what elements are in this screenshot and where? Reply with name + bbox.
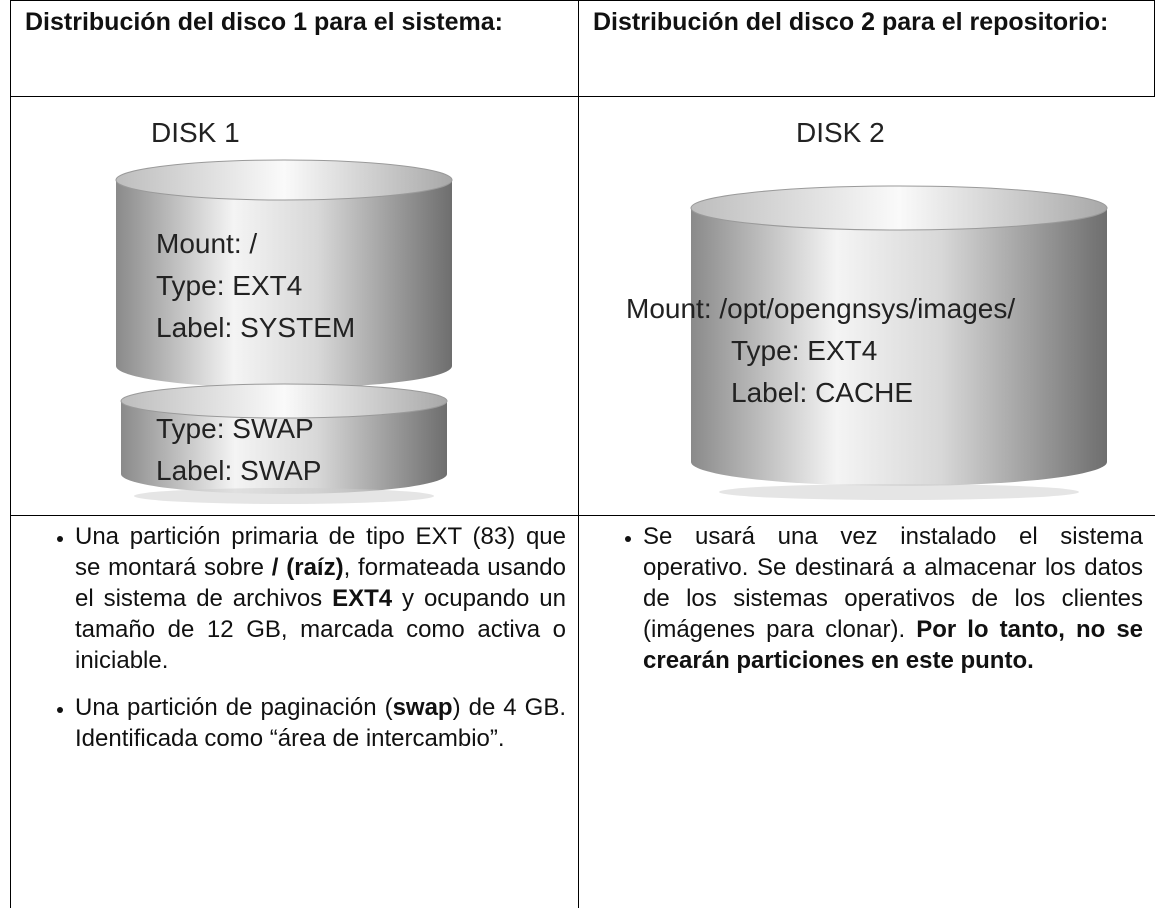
text: y ocupando un tamaño de 12 GB, marcada c… <box>75 585 573 674</box>
bullet-item: Una partición de paginación (swap) de 4 … <box>75 692 566 754</box>
bullet-list: Se usará una vez instalado el sistema op… <box>579 515 1155 676</box>
shadow <box>719 484 1079 500</box>
partition-label: Type: EXT4 <box>731 335 877 366</box>
cylinder-top <box>115 159 453 201</box>
bold-text: EXT4 <box>332 585 393 612</box>
image-cell: DISK 1 Mount: / Type: EXT4 Label: SYSTEM… <box>10 96 578 516</box>
text: Se usará una vez instalado el sistema op… <box>643 523 1150 643</box>
partition-label: Mount: / <box>156 228 257 259</box>
header-cell: Distribución del disco 1 para el sistema… <box>10 0 578 97</box>
bullet-item: Se usará una vez instalado el sistema op… <box>643 521 1143 676</box>
partition-label: Type: EXT4 <box>156 270 302 301</box>
bold-text: Por lo tanto, no se crearán particiones … <box>643 616 1150 674</box>
disk-title: DISK 2 <box>796 117 885 148</box>
partition-label: Label: SYSTEM <box>156 312 355 343</box>
partition-label: Label: SWAP <box>156 455 321 486</box>
header-cell: Distribución del disco 2 para el reposit… <box>578 0 1155 97</box>
bold-text: / (raíz) <box>271 554 344 581</box>
partition-label: Type: SWAP <box>156 413 314 444</box>
disk-title: DISK 1 <box>151 117 240 148</box>
bold-text: swap <box>392 694 453 721</box>
cylinder-top <box>690 185 1108 231</box>
notes-cell: Una partición primaria de tipo EXT (83) … <box>10 515 578 908</box>
cylinder <box>116 180 452 388</box>
text: , formateada usando el sistema de archiv… <box>75 554 573 612</box>
text: Una partición de paginación ( <box>75 694 393 721</box>
cylinder <box>121 401 447 494</box>
cylinder-top <box>120 383 448 419</box>
text: Una partición primaria de tipo EXT (83) … <box>75 523 573 581</box>
partition-label: Mount: /opt/opengnsys/images/ <box>626 293 1015 324</box>
notes-cell: Se usará una vez instalado el sistema op… <box>578 515 1155 908</box>
shadow <box>134 488 434 504</box>
text: ) de 4 GB. Identificada como “área de in… <box>75 694 580 752</box>
bullet-list: Una partición primaria de tipo EXT (83) … <box>11 515 578 754</box>
cylinder <box>691 208 1107 486</box>
bullet-item: Una partición primaria de tipo EXT (83) … <box>75 521 566 676</box>
image-cell: DISK 2 Mount: /opt/opengnsys/images/ Typ… <box>578 96 1155 516</box>
partition-label: Label: CACHE <box>731 377 913 408</box>
disk-illustration: DISK 1 Mount: / Type: EXT4 Label: SYSTEM… <box>115 117 453 504</box>
disk-illustration: DISK 2 Mount: /opt/opengnsys/images/ Typ… <box>626 117 1108 500</box>
